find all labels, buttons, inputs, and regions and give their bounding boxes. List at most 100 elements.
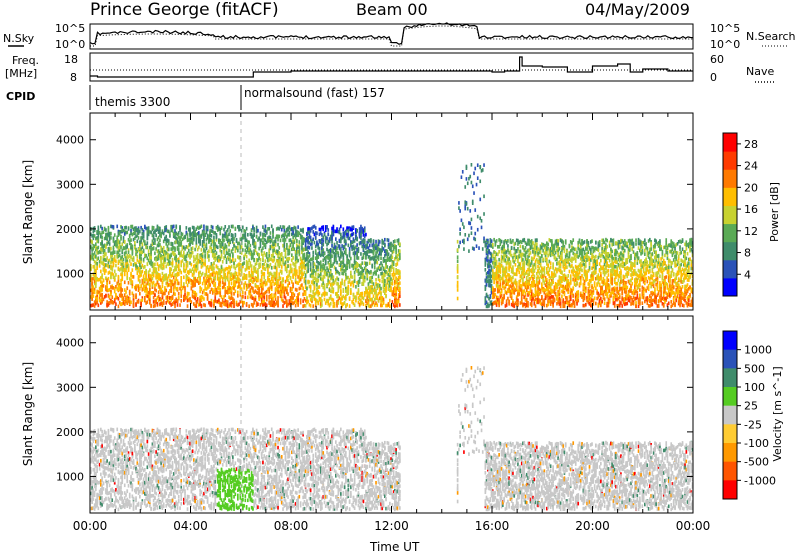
power-cell bbox=[301, 242, 303, 247]
power-cell bbox=[252, 239, 254, 243]
power-cell bbox=[347, 289, 350, 294]
power-cell bbox=[185, 275, 188, 279]
power-cell bbox=[494, 243, 497, 247]
power-cell bbox=[91, 303, 93, 308]
power-cell bbox=[229, 275, 232, 280]
power-cell bbox=[268, 254, 271, 258]
power-cell bbox=[255, 258, 258, 262]
power-cell bbox=[297, 294, 299, 299]
power-cell bbox=[162, 274, 165, 278]
power-cell bbox=[221, 300, 224, 304]
power-cell bbox=[345, 272, 347, 277]
power-cell bbox=[203, 235, 205, 240]
power-cell bbox=[127, 268, 130, 272]
power-cell bbox=[214, 277, 217, 281]
power-cell bbox=[150, 259, 152, 263]
power-cell bbox=[107, 247, 110, 251]
power-cell bbox=[264, 243, 267, 247]
power-cell bbox=[162, 245, 165, 250]
power-cell bbox=[210, 229, 213, 233]
power-cell bbox=[125, 262, 127, 267]
power-cell bbox=[151, 239, 154, 243]
power-cell bbox=[218, 282, 220, 287]
power-cell bbox=[292, 239, 294, 244]
power-cell bbox=[216, 228, 219, 232]
power-cell bbox=[196, 297, 199, 301]
power-cell bbox=[219, 274, 222, 278]
power-cell bbox=[206, 233, 209, 238]
power-cell bbox=[134, 285, 136, 290]
power-cell bbox=[204, 272, 206, 277]
power-cell bbox=[175, 258, 178, 263]
power-cell bbox=[111, 251, 114, 255]
power-cell bbox=[387, 238, 390, 243]
freq-tick-bottom: 8 bbox=[70, 71, 77, 84]
power-cell bbox=[164, 288, 166, 292]
power-cell bbox=[105, 232, 107, 237]
power-cell bbox=[140, 250, 142, 255]
power-cell bbox=[244, 234, 247, 239]
power-cell bbox=[186, 296, 189, 300]
power-cell bbox=[226, 267, 229, 271]
power-cell bbox=[270, 301, 273, 305]
power-cell bbox=[270, 282, 273, 286]
power-cell bbox=[185, 259, 188, 263]
power-cell bbox=[208, 300, 210, 305]
power-cell bbox=[225, 260, 228, 264]
power-cell bbox=[299, 270, 302, 275]
power-cell bbox=[117, 282, 120, 286]
power-cell bbox=[196, 300, 199, 304]
power-cell bbox=[149, 268, 151, 272]
power-cell bbox=[188, 279, 190, 283]
power-cell bbox=[372, 239, 375, 243]
power-cell bbox=[132, 227, 135, 232]
power-cell bbox=[185, 265, 188, 270]
power-cell bbox=[176, 264, 179, 269]
power-cell bbox=[106, 278, 108, 283]
power-cell bbox=[294, 227, 297, 231]
power-cell bbox=[198, 281, 200, 285]
power-cell bbox=[282, 258, 284, 263]
power-cell bbox=[475, 182, 478, 187]
power-cell bbox=[171, 257, 174, 262]
power-cell bbox=[278, 284, 281, 289]
power-cell bbox=[234, 289, 237, 294]
power-cell bbox=[162, 278, 165, 282]
power-cell bbox=[229, 229, 232, 233]
power-cell bbox=[141, 232, 144, 236]
power-cell bbox=[370, 238, 372, 242]
power-cell bbox=[186, 275, 189, 279]
power-cell bbox=[292, 296, 294, 300]
power-cell bbox=[103, 267, 106, 271]
power-cell bbox=[102, 297, 105, 302]
power-cell bbox=[254, 267, 257, 271]
power-cell bbox=[232, 240, 234, 244]
power-cell bbox=[280, 297, 283, 302]
power-cell bbox=[277, 259, 279, 264]
power-cell bbox=[155, 267, 157, 271]
power-cell bbox=[292, 235, 294, 240]
power-cell bbox=[298, 252, 301, 256]
power-cell bbox=[179, 251, 181, 256]
power-cell bbox=[91, 277, 93, 281]
power-cell bbox=[131, 252, 134, 256]
power-cell bbox=[127, 227, 130, 231]
power-cell bbox=[139, 267, 141, 271]
power-cell bbox=[362, 255, 365, 260]
power-cell bbox=[174, 304, 176, 309]
power-cell bbox=[233, 275, 235, 279]
power-cell bbox=[126, 245, 129, 249]
power-cell bbox=[366, 243, 369, 247]
power-cell bbox=[206, 274, 209, 279]
power-cell bbox=[155, 282, 157, 287]
power-cell bbox=[91, 252, 93, 256]
power-cell bbox=[264, 279, 267, 283]
power-cell bbox=[141, 296, 144, 300]
power-cell bbox=[302, 263, 304, 268]
power-cell bbox=[274, 291, 277, 296]
power-cell bbox=[257, 278, 259, 283]
power-cell bbox=[248, 284, 250, 288]
power-cell bbox=[120, 245, 122, 249]
power-cell bbox=[483, 194, 485, 199]
